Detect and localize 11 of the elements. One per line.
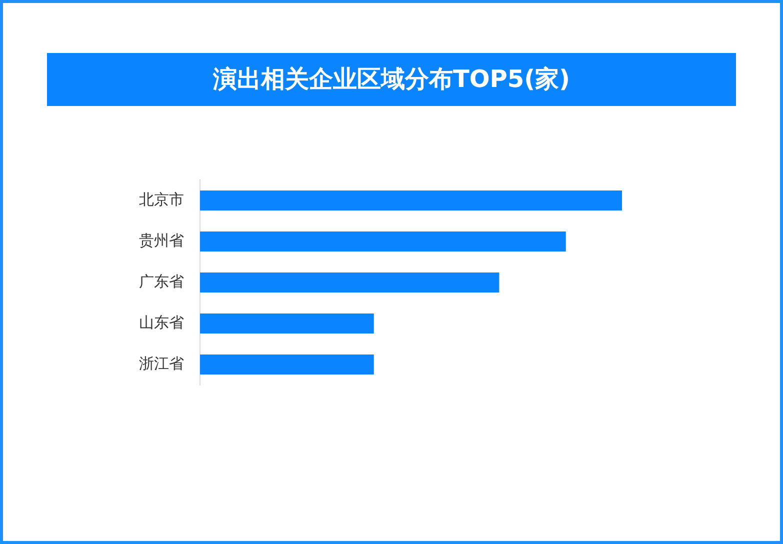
y-tick-label: 广东省 (139, 272, 184, 290)
bar (200, 190, 622, 211)
bar (200, 272, 500, 293)
y-tick-label: 北京市 (139, 190, 184, 208)
bar (200, 313, 374, 334)
y-tick-label: 贵州省 (139, 231, 184, 250)
chart-title: 演出相关企业区域分布TOP5(家) (47, 53, 736, 106)
y-tick-label: 浙江省 (139, 354, 184, 372)
bar (200, 354, 374, 375)
y-tick-label: 山东省 (139, 313, 184, 332)
bar (200, 231, 566, 252)
